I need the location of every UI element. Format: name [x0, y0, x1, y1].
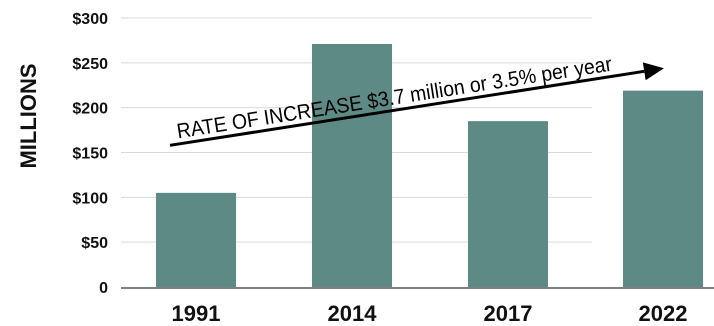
trend-annotation: RATE OF INCREASE $3.7 million or 3.5% pe… — [169, 53, 664, 147]
bars — [156, 44, 703, 288]
y-tick-label: $300 — [72, 11, 108, 28]
y-axis-label: MILLIONS — [16, 63, 41, 168]
x-tick-label: 2017 — [484, 301, 533, 326]
x-tick-label: 2022 — [639, 301, 688, 326]
trend-arrow-line — [169, 69, 645, 147]
y-tick-label: $250 — [72, 56, 108, 73]
y-tick-label: $200 — [72, 101, 108, 118]
y-tick-labels: 0 $50 $100 $150 $200 $250 $300 — [72, 11, 108, 297]
bar-1991 — [156, 192, 236, 287]
bar-2014 — [312, 44, 392, 288]
y-tick-label: $100 — [72, 190, 108, 207]
x-tick-labels: 1991 2014 2017 2022 — [172, 301, 688, 326]
bar-2022 — [623, 90, 703, 287]
y-tick-label: $150 — [72, 146, 108, 163]
x-tick-label: 2014 — [328, 301, 378, 326]
x-tick-label: 1991 — [172, 301, 221, 326]
y-tick-label: $50 — [81, 235, 108, 252]
y-tick-label: 0 — [99, 280, 108, 297]
arrowhead-icon — [642, 62, 664, 81]
bar-2017 — [468, 121, 548, 287]
